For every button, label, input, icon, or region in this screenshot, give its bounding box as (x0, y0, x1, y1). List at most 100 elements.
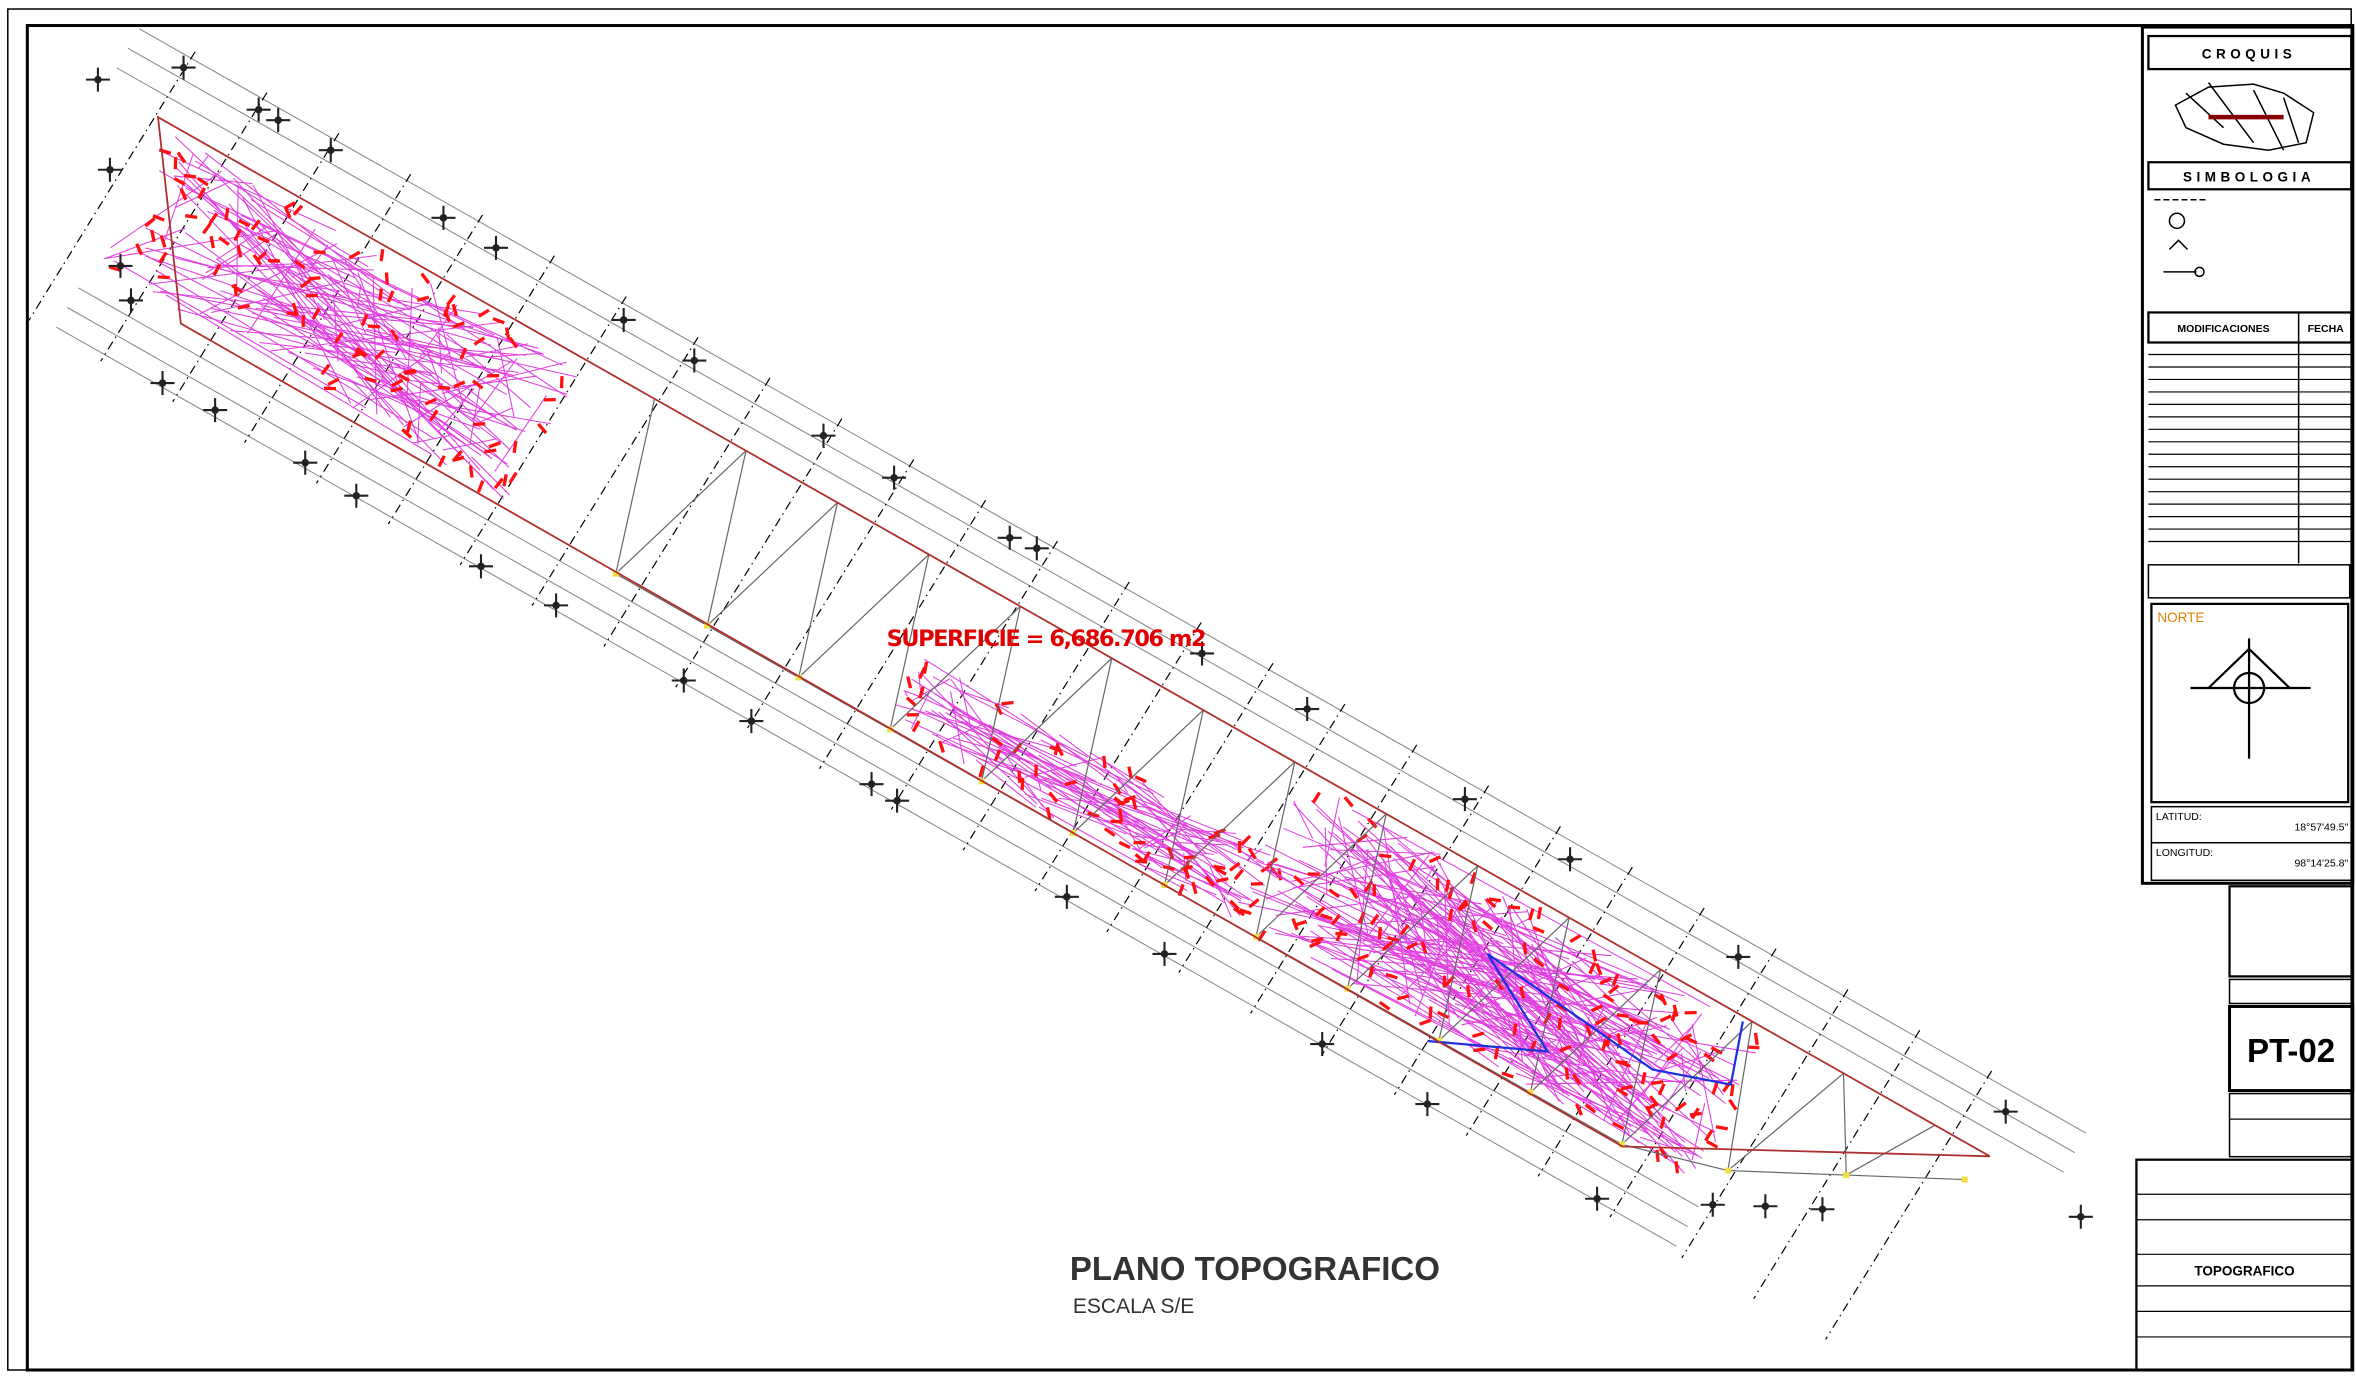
tin-line (706, 625, 799, 678)
survey-mark (882, 465, 907, 490)
slope-mark (918, 686, 925, 699)
contour-line (1352, 809, 1711, 1008)
contour-line (490, 352, 543, 358)
slope-mark (1473, 1047, 1486, 1053)
survey-mark (483, 235, 509, 260)
slope-mark (1055, 743, 1064, 757)
station-line (747, 459, 915, 729)
slope-mark (452, 455, 465, 463)
cross-center (2077, 1213, 2085, 1221)
point-marker (795, 674, 802, 681)
slope-mark (1557, 982, 1570, 992)
contour-line (465, 343, 529, 358)
slope-mark (1366, 817, 1378, 829)
cross-center (116, 262, 125, 270)
contour-line (975, 759, 1037, 808)
cross-center (352, 491, 361, 500)
station-line (28, 51, 196, 321)
slope-mark (429, 409, 439, 422)
contour-line (988, 737, 1163, 869)
slope-mark (1250, 881, 1264, 886)
contour-line (1460, 937, 1639, 1109)
contour-line (384, 351, 517, 431)
survey-mark (1415, 1092, 1440, 1117)
slope-mark (208, 212, 219, 225)
contour-line (185, 187, 563, 366)
survey-mark (682, 348, 707, 373)
contour-line (1134, 847, 1225, 903)
contour-line (932, 676, 1088, 758)
slope-mark (1649, 1095, 1660, 1107)
slope-mark (238, 219, 251, 228)
contour-line (145, 227, 223, 267)
contour-line (895, 704, 1064, 752)
contour-line (1324, 797, 1340, 867)
survey-mark (97, 157, 122, 182)
slope-mark (1381, 940, 1394, 952)
contour-line (958, 689, 1010, 709)
survey-mark (1585, 1186, 1610, 1211)
slope-mark (1191, 881, 1198, 895)
contour-line (950, 691, 965, 765)
survey-mark (293, 450, 318, 475)
slope-mark (1706, 1140, 1719, 1149)
contour-line (1115, 775, 1129, 793)
slope-mark (374, 349, 386, 360)
change-rows (2148, 353, 2352, 543)
cross-center (1033, 544, 1041, 553)
survey-mark (997, 525, 1022, 550)
contour-line (349, 378, 368, 397)
slope-mark (236, 245, 243, 258)
contour-line (1516, 918, 1529, 926)
north-arrow (2190, 638, 2311, 759)
cross-center (274, 116, 282, 124)
tin-line (1346, 813, 1387, 989)
slope-mark (237, 304, 250, 310)
blank-box (2147, 564, 2351, 599)
slope-mark (512, 440, 518, 454)
contour-line (925, 710, 1239, 847)
slope-mark (209, 235, 215, 249)
tin-line (1438, 1040, 1531, 1094)
cross-center (680, 676, 688, 685)
slope-mark (1320, 913, 1333, 921)
contour-line (406, 423, 447, 466)
slope-mark (185, 214, 198, 220)
slope-mark (1601, 1038, 1608, 1052)
contour-line (1415, 917, 1537, 1059)
slope-mark (993, 749, 1002, 762)
contour-line (105, 227, 186, 259)
slope-mark (390, 386, 403, 393)
changes-title: MODIFICACIONES (2177, 323, 2269, 335)
station-line (1825, 1070, 1993, 1340)
slope-mark (1650, 1033, 1662, 1045)
slope-mark (1208, 833, 1221, 840)
tin-line (1621, 1143, 1729, 1172)
station-line (100, 92, 268, 362)
slope-mark (384, 272, 389, 285)
legend-symbols (2154, 199, 2209, 278)
slope-mark (1248, 898, 1260, 909)
slope-mark (1102, 755, 1107, 769)
tin-line (615, 573, 708, 627)
slope-mark (1233, 868, 1244, 881)
contour-line (163, 153, 194, 242)
slope-mark (1602, 993, 1615, 1003)
survey-mark (611, 307, 636, 332)
contour-line (1209, 866, 1232, 918)
slope-mark (1507, 905, 1521, 910)
contour-line (1024, 793, 1127, 835)
survey-mark (885, 788, 910, 813)
contour-line (1291, 851, 1435, 882)
contour-line (1366, 893, 1410, 958)
contour-line (1142, 782, 1228, 884)
slope-mark (1131, 796, 1138, 810)
slope-mark (1485, 897, 1497, 909)
slope-mark (416, 295, 430, 302)
slope-mark (403, 368, 416, 375)
slope-mark (492, 317, 505, 325)
slope-mark (1419, 1018, 1432, 1026)
slope-mark (1368, 965, 1375, 978)
contour-line (204, 152, 411, 311)
survey-mark (150, 371, 175, 396)
